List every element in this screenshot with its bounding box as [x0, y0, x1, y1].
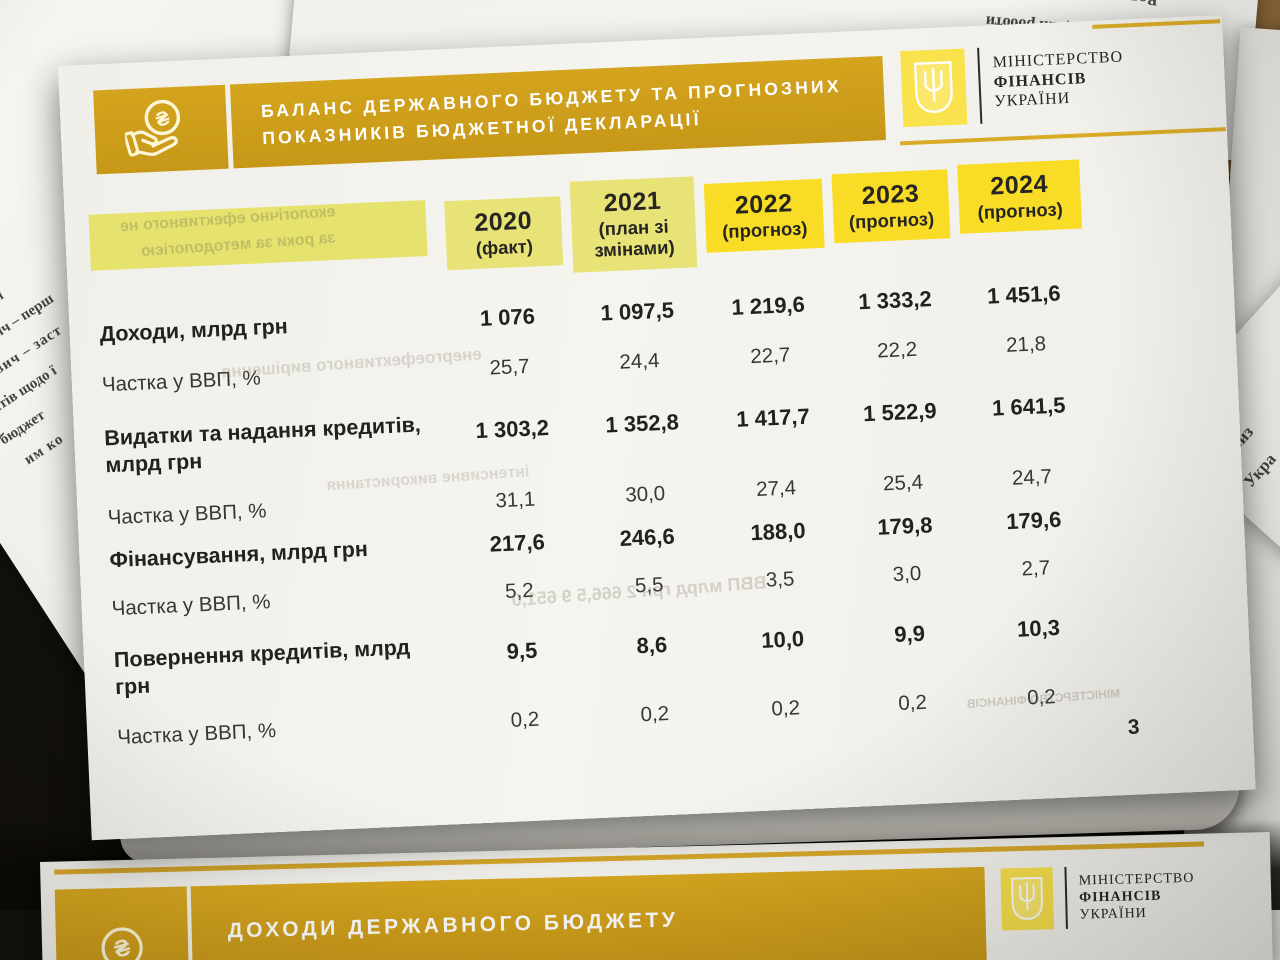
svg-text:₴: ₴	[111, 933, 133, 960]
hryvnia-circle-icon: ₴	[54, 886, 194, 960]
ministry-name: МІНІСТЕРСТВО ФІНАНСІВ УКРАЇНИ	[1078, 864, 1195, 924]
gold-rule	[900, 127, 1226, 146]
page-title: БАЛАНС ДЕРЖАВНОГО БЮДЖЕТУ ТА ПРОГНОЗНИХ …	[229, 56, 887, 169]
ministry-line1: МІНІСТЕРСТВО	[1078, 870, 1195, 889]
column-header-2023: 2023 (прогноз)	[831, 169, 951, 244]
gold-rule	[1092, 19, 1221, 29]
next-page-title: ДОХОДИ ДЕРЖАВНОГО БЮДЖЕТУ	[227, 908, 679, 943]
column-header-2020: 2020 (факт)	[444, 196, 564, 271]
column-header-2022: 2022 (прогноз)	[703, 178, 825, 254]
table-row-expenditures: Видатки та надання кредитів, млрд грн 1 …	[103, 392, 1066, 478]
column-header-2021: 2021 (план зі змінами)	[569, 176, 698, 273]
logo-divider	[977, 47, 983, 124]
trident-shield-icon	[900, 48, 968, 128]
page-header-band: ₴ БАЛАНС ДЕРЖАВНОГО БЮДЖЕТУ ТА ПРОГНОЗНИ…	[93, 56, 887, 175]
budget-balance-page: ₴ БАЛАНС ДЕРЖАВНОГО БЮДЖЕТУ ТА ПРОГНОЗНИ…	[58, 15, 1256, 841]
table-row-loan-repayments: Повернення кредитів, млрд грн 9,5 8,6 10…	[113, 615, 1061, 700]
ministry-logo: МІНІСТЕРСТВО ФІНАНСІВ УКРАЇНИ	[900, 42, 1126, 128]
ministry-name: МІНІСТЕРСТВО ФІНАНСІВ УКРАЇНИ	[992, 42, 1125, 112]
next-page-header-band: ₴ ДОХОДИ ДЕРЖАВНОГО БЮДЖЕТУ	[54, 866, 988, 960]
hand-holding-coin-icon: ₴	[93, 84, 229, 175]
ministry-logo: МІНІСТЕРСТВО ФІНАНСІВ УКРАЇНИ	[1000, 864, 1195, 931]
column-header-2024: 2024 (прогноз)	[957, 159, 1083, 235]
logo-divider	[1064, 866, 1068, 929]
ministry-line3: УКРАЇНИ	[1079, 906, 1148, 923]
svg-text:₴: ₴	[153, 107, 173, 132]
page-number: 3	[1127, 715, 1141, 739]
trident-shield-icon	[1000, 867, 1054, 931]
next-page: ₴ ДОХОДИ ДЕРЖАВНОГО БЮДЖЕТУ МІНІСТЕРСТВО…	[40, 831, 1274, 960]
